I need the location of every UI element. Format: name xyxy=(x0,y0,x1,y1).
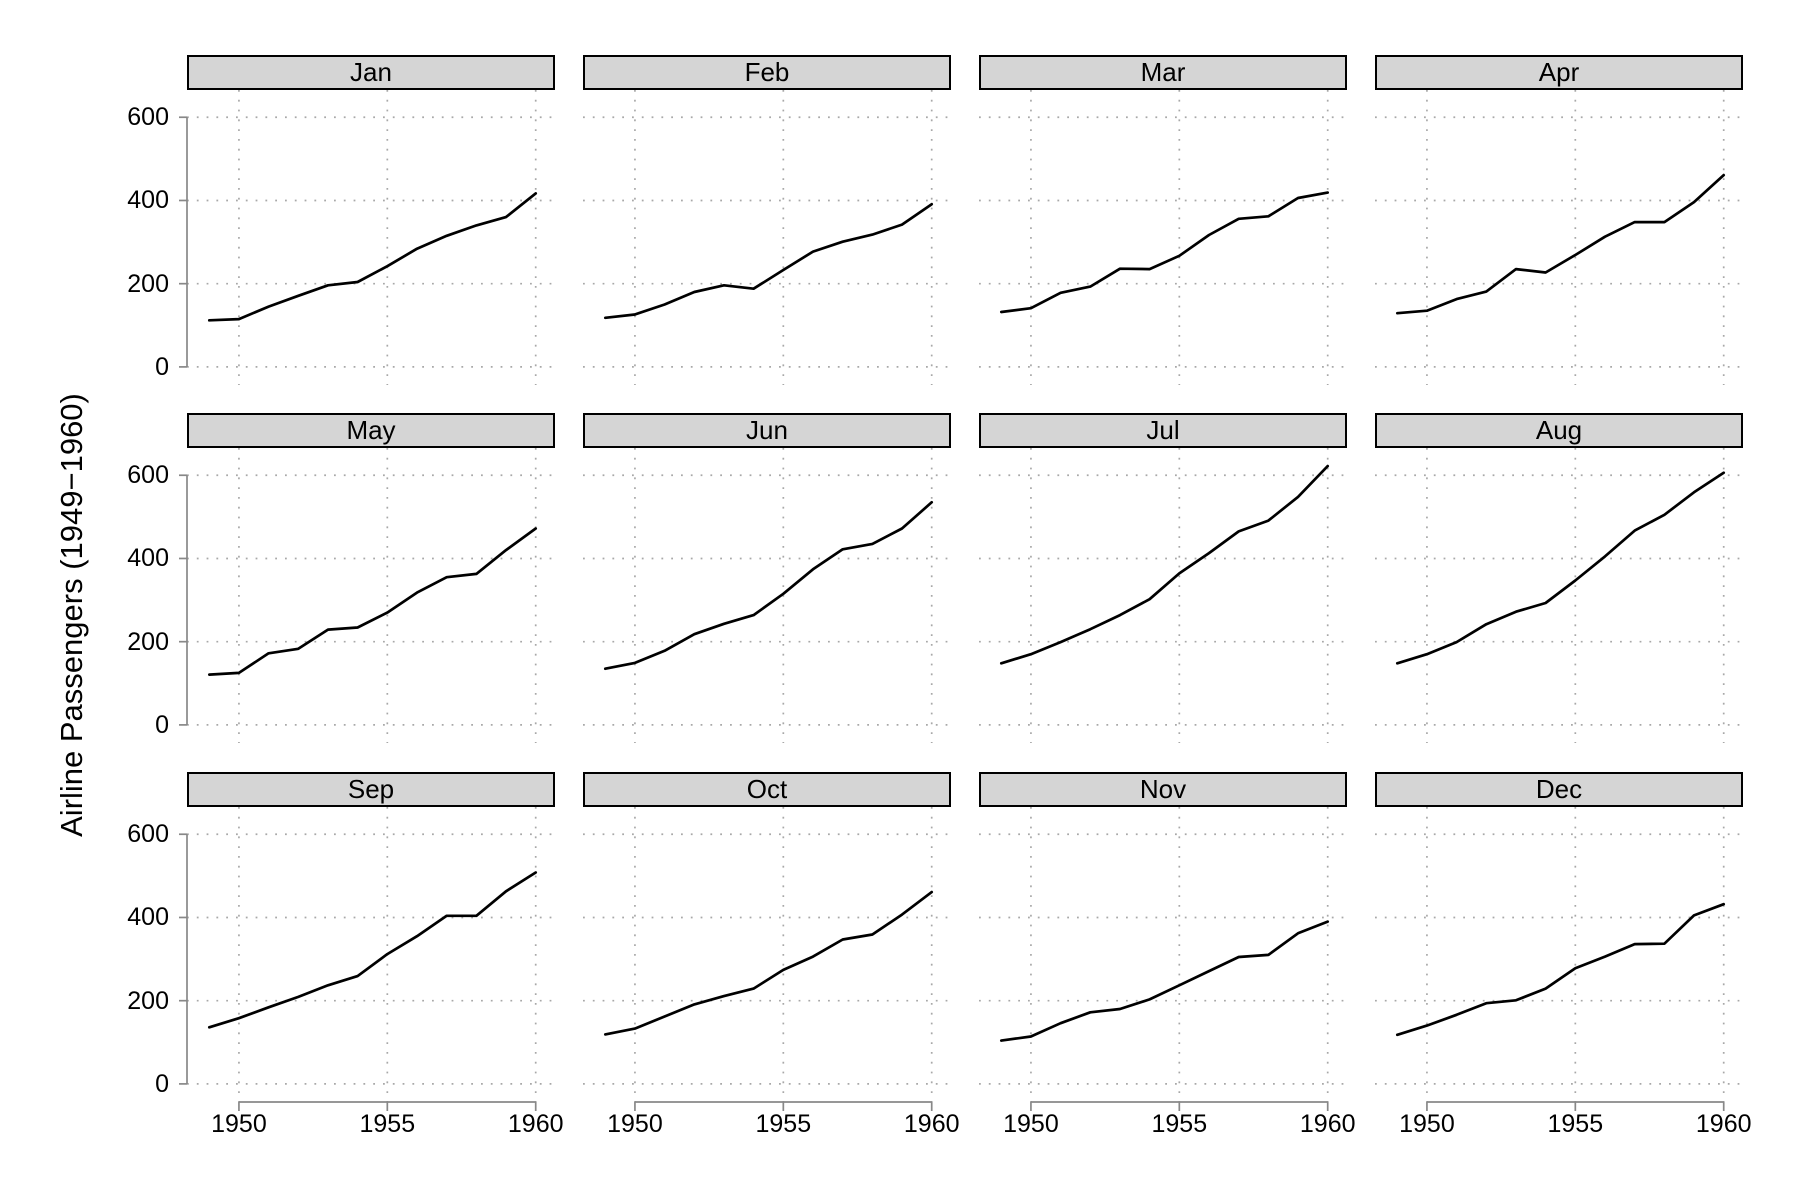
strip-Mar: Mar xyxy=(979,55,1347,90)
strip-Oct: Oct xyxy=(583,772,951,807)
panel-May xyxy=(187,448,555,743)
x-tick-label: 1950 xyxy=(211,1110,267,1138)
panel-Oct xyxy=(583,807,951,1102)
y-tick-label: 400 xyxy=(127,544,169,573)
strip-label: Mar xyxy=(1140,57,1186,87)
strip-Apr: Apr xyxy=(1375,55,1743,90)
strip-label: Nov xyxy=(1139,774,1187,804)
strip-label: Apr xyxy=(1538,57,1580,87)
series-line-Jul xyxy=(999,464,1330,665)
strip-Nov: Nov xyxy=(979,772,1347,807)
series-line-Jun xyxy=(603,500,934,671)
strip-label: May xyxy=(346,415,396,445)
x-axis-col-2 xyxy=(634,1101,933,1111)
panel-Mar xyxy=(979,90,1347,385)
strip-label: Oct xyxy=(746,774,788,804)
y-tick-label: 600 xyxy=(127,103,169,132)
series-line-Oct xyxy=(603,890,934,1036)
x-tick-label: 1950 xyxy=(607,1110,663,1138)
series-line-Dec xyxy=(1395,902,1726,1037)
y-tick-label: 0 xyxy=(155,352,169,381)
x-tick-label: 1950 xyxy=(1399,1110,1455,1138)
series-line-Nov xyxy=(999,920,1330,1042)
x-tick-label: 1955 xyxy=(359,1110,416,1138)
series-line-Sep xyxy=(207,871,538,1029)
strip-Feb: Feb xyxy=(583,55,951,90)
series-line-Apr xyxy=(1395,173,1726,315)
x-tick-label: 1960 xyxy=(1299,1110,1356,1138)
panel-Jul xyxy=(979,448,1347,743)
x-axis-col-4 xyxy=(1426,1101,1725,1111)
series-line-May xyxy=(207,527,538,676)
y-axis-row-2 xyxy=(179,474,188,726)
y-tick-label: 400 xyxy=(127,186,169,215)
x-axis-col-3 xyxy=(1030,1101,1329,1111)
y-axis-row-3 xyxy=(179,833,188,1085)
y-tick-label: 200 xyxy=(127,269,169,298)
y-tick-label: 600 xyxy=(127,820,169,849)
x-tick-label: 1960 xyxy=(1695,1110,1752,1138)
x-tick-label: 1960 xyxy=(507,1110,564,1138)
strip-label: Sep xyxy=(347,774,395,804)
strip-Jan: Jan xyxy=(187,55,555,90)
strip-Jul: Jul xyxy=(979,413,1347,448)
series-line-Mar xyxy=(999,191,1330,314)
y-tick-label: 0 xyxy=(155,1069,169,1098)
panel-Aug xyxy=(1375,448,1743,743)
panel-Jan xyxy=(187,90,555,385)
strip-Dec: Dec xyxy=(1375,772,1743,807)
y-tick-label: 600 xyxy=(127,461,169,490)
x-tick-label: 1955 xyxy=(755,1110,812,1138)
strip-label: Dec xyxy=(1535,774,1583,804)
x-tick-label: 1950 xyxy=(1003,1110,1059,1138)
strip-Aug: Aug xyxy=(1375,413,1743,448)
y-tick-label: 200 xyxy=(127,986,169,1015)
strip-Jun: Jun xyxy=(583,413,951,448)
panel-Nov xyxy=(979,807,1347,1102)
y-tick-label: 400 xyxy=(127,903,169,932)
panel-Jun xyxy=(583,448,951,743)
series-line-Jan xyxy=(207,192,538,322)
y-tick-label: 0 xyxy=(155,710,169,739)
y-axis-row-1 xyxy=(179,116,188,368)
strip-May: May xyxy=(187,413,555,448)
x-axis-col-1 xyxy=(238,1101,537,1111)
series-line-Aug xyxy=(1395,471,1726,665)
panel-Sep xyxy=(187,807,555,1102)
strip-Sep: Sep xyxy=(187,772,555,807)
panel-Feb xyxy=(583,90,951,385)
strip-label: Feb xyxy=(744,57,790,87)
panel-Apr xyxy=(1375,90,1743,385)
panel-Dec xyxy=(1375,807,1743,1102)
strip-label: Jul xyxy=(1146,415,1180,445)
x-tick-label: 1955 xyxy=(1547,1110,1604,1138)
y-tick-label: 200 xyxy=(127,627,169,656)
strip-label: Aug xyxy=(1535,415,1583,445)
x-tick-label: 1960 xyxy=(903,1110,960,1138)
strip-label: Jun xyxy=(746,415,788,445)
series-line-Feb xyxy=(603,202,934,320)
strip-label: Jan xyxy=(350,57,392,87)
x-tick-label: 1955 xyxy=(1151,1110,1208,1138)
